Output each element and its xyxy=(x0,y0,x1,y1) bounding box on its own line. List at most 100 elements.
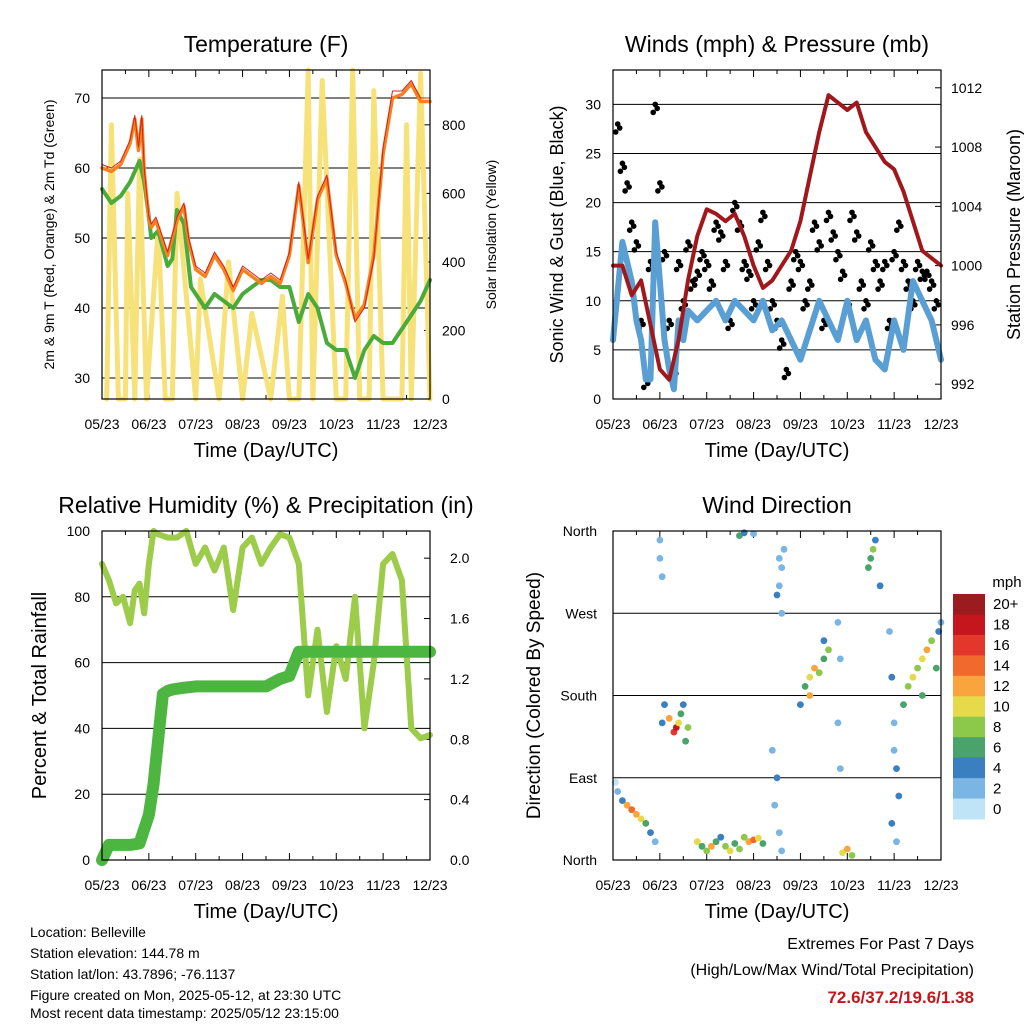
y-tick-label: 25 xyxy=(585,145,601,161)
data-point xyxy=(794,252,801,259)
wind-dir-point xyxy=(623,801,631,809)
wind-dir-point xyxy=(651,838,659,846)
data-point xyxy=(893,252,899,259)
wind-dir-point xyxy=(890,746,898,754)
x-tick-label: 11/23 xyxy=(366,416,400,432)
wind-dir-point xyxy=(811,664,818,672)
colorbar-swatch xyxy=(953,737,985,759)
wind-dir-point xyxy=(825,646,832,654)
data-point xyxy=(762,213,768,220)
colorbar-swatch xyxy=(953,716,985,738)
data-point xyxy=(739,266,745,273)
wind-dir-point xyxy=(893,838,900,846)
y-tick-label: 60 xyxy=(74,160,90,176)
y-axis-label-1: Sonic Wind & Gust (Blue, Black) xyxy=(547,105,567,363)
data-point xyxy=(875,286,881,292)
x-tick-label: 05/23 xyxy=(84,416,119,432)
data-point xyxy=(696,272,703,279)
x-tick-label: 12/23 xyxy=(923,877,958,893)
y-axis-label-3: Direction (Colored By Speed) xyxy=(524,572,545,819)
data-point xyxy=(898,266,905,273)
data-point xyxy=(758,217,764,224)
data-point xyxy=(617,168,624,175)
wind-dir-point xyxy=(914,664,921,672)
x-tick-label: 07/23 xyxy=(178,877,213,893)
data-point xyxy=(837,252,843,259)
data-point xyxy=(805,286,811,292)
data-point xyxy=(804,302,810,308)
data-point xyxy=(687,286,694,292)
series-line xyxy=(99,528,433,742)
wind-dir-point xyxy=(867,555,875,562)
y-tick-label: 40 xyxy=(74,720,90,736)
wind-dir-point xyxy=(682,737,689,745)
colorbar-title: mph xyxy=(992,574,1021,591)
wind-dir-point xyxy=(935,628,943,635)
y-axis-label-0: 2m & 9m T (Red, Orange) & 2m Td (Green) xyxy=(41,100,57,370)
data-point xyxy=(917,276,924,283)
wind-dir-point xyxy=(665,714,673,722)
data-point xyxy=(894,227,900,233)
data-point xyxy=(621,164,628,171)
y-tick-label: 0 xyxy=(593,391,601,407)
wind-dir-point xyxy=(771,801,779,809)
y-right-tick-label: 996 xyxy=(951,317,975,333)
data-point xyxy=(889,256,895,263)
y-right-tick-label: 0.8 xyxy=(450,731,470,747)
y-right-tick-label: 1.6 xyxy=(450,611,470,627)
data-point xyxy=(612,129,619,135)
data-point xyxy=(809,282,815,288)
data-point xyxy=(869,243,876,249)
y-right-tick-label: 1008 xyxy=(951,139,982,155)
data-point xyxy=(715,223,721,229)
data-point xyxy=(771,302,778,308)
wind-dir-point xyxy=(872,536,879,544)
colorbar-label: 14 xyxy=(993,658,1010,675)
wind-dir-point xyxy=(775,582,783,590)
y-right-tick-label: 0.0 xyxy=(450,852,470,868)
data-point xyxy=(630,223,637,229)
colorbar-label: 0 xyxy=(993,801,1001,818)
colorbar-label: 10 xyxy=(993,699,1010,716)
data-point xyxy=(930,282,937,288)
wind-dir-point xyxy=(778,847,786,855)
data-point xyxy=(766,262,773,269)
wind-dir-point xyxy=(759,840,767,847)
data-point xyxy=(851,213,857,220)
data-point xyxy=(874,262,881,269)
data-point xyxy=(785,370,792,377)
data-point xyxy=(814,247,820,253)
y-tick-label: West xyxy=(565,605,597,621)
wind-dir-point xyxy=(658,573,666,581)
data-point xyxy=(832,233,838,239)
data-point xyxy=(926,272,932,279)
wind-dir-point xyxy=(909,673,917,681)
data-point xyxy=(780,341,787,347)
data-point xyxy=(711,227,717,233)
x-tick-label: 08/23 xyxy=(225,877,260,893)
plot-frame-1 xyxy=(612,69,942,400)
data-point xyxy=(641,384,647,391)
wind-dir-point xyxy=(836,765,844,772)
y-tick-label: 20 xyxy=(74,786,90,802)
wind-dir-point xyxy=(893,765,900,772)
y-tick-label: 0 xyxy=(82,852,90,868)
plot-frame-3 xyxy=(612,530,942,861)
wind-dir-point xyxy=(675,719,682,727)
wind-dir-point xyxy=(679,701,687,708)
wind-dir-point xyxy=(656,536,664,544)
wind-dir-point xyxy=(677,710,685,718)
data-point xyxy=(734,203,740,210)
data-point xyxy=(691,282,698,288)
data-point xyxy=(861,306,867,312)
data-point xyxy=(879,282,885,288)
series-line xyxy=(96,645,436,866)
data-point xyxy=(663,252,670,259)
colorbar-swatch xyxy=(953,634,985,656)
data-point xyxy=(912,266,919,273)
wind-dir-point xyxy=(614,788,622,795)
wind-dir-point xyxy=(775,829,783,836)
plot-frame-2 xyxy=(101,530,431,861)
latest-timestamp-text: Most recent data timestamp: 2025/05/12 2… xyxy=(30,1005,339,1021)
wind-dir-point xyxy=(693,838,701,846)
